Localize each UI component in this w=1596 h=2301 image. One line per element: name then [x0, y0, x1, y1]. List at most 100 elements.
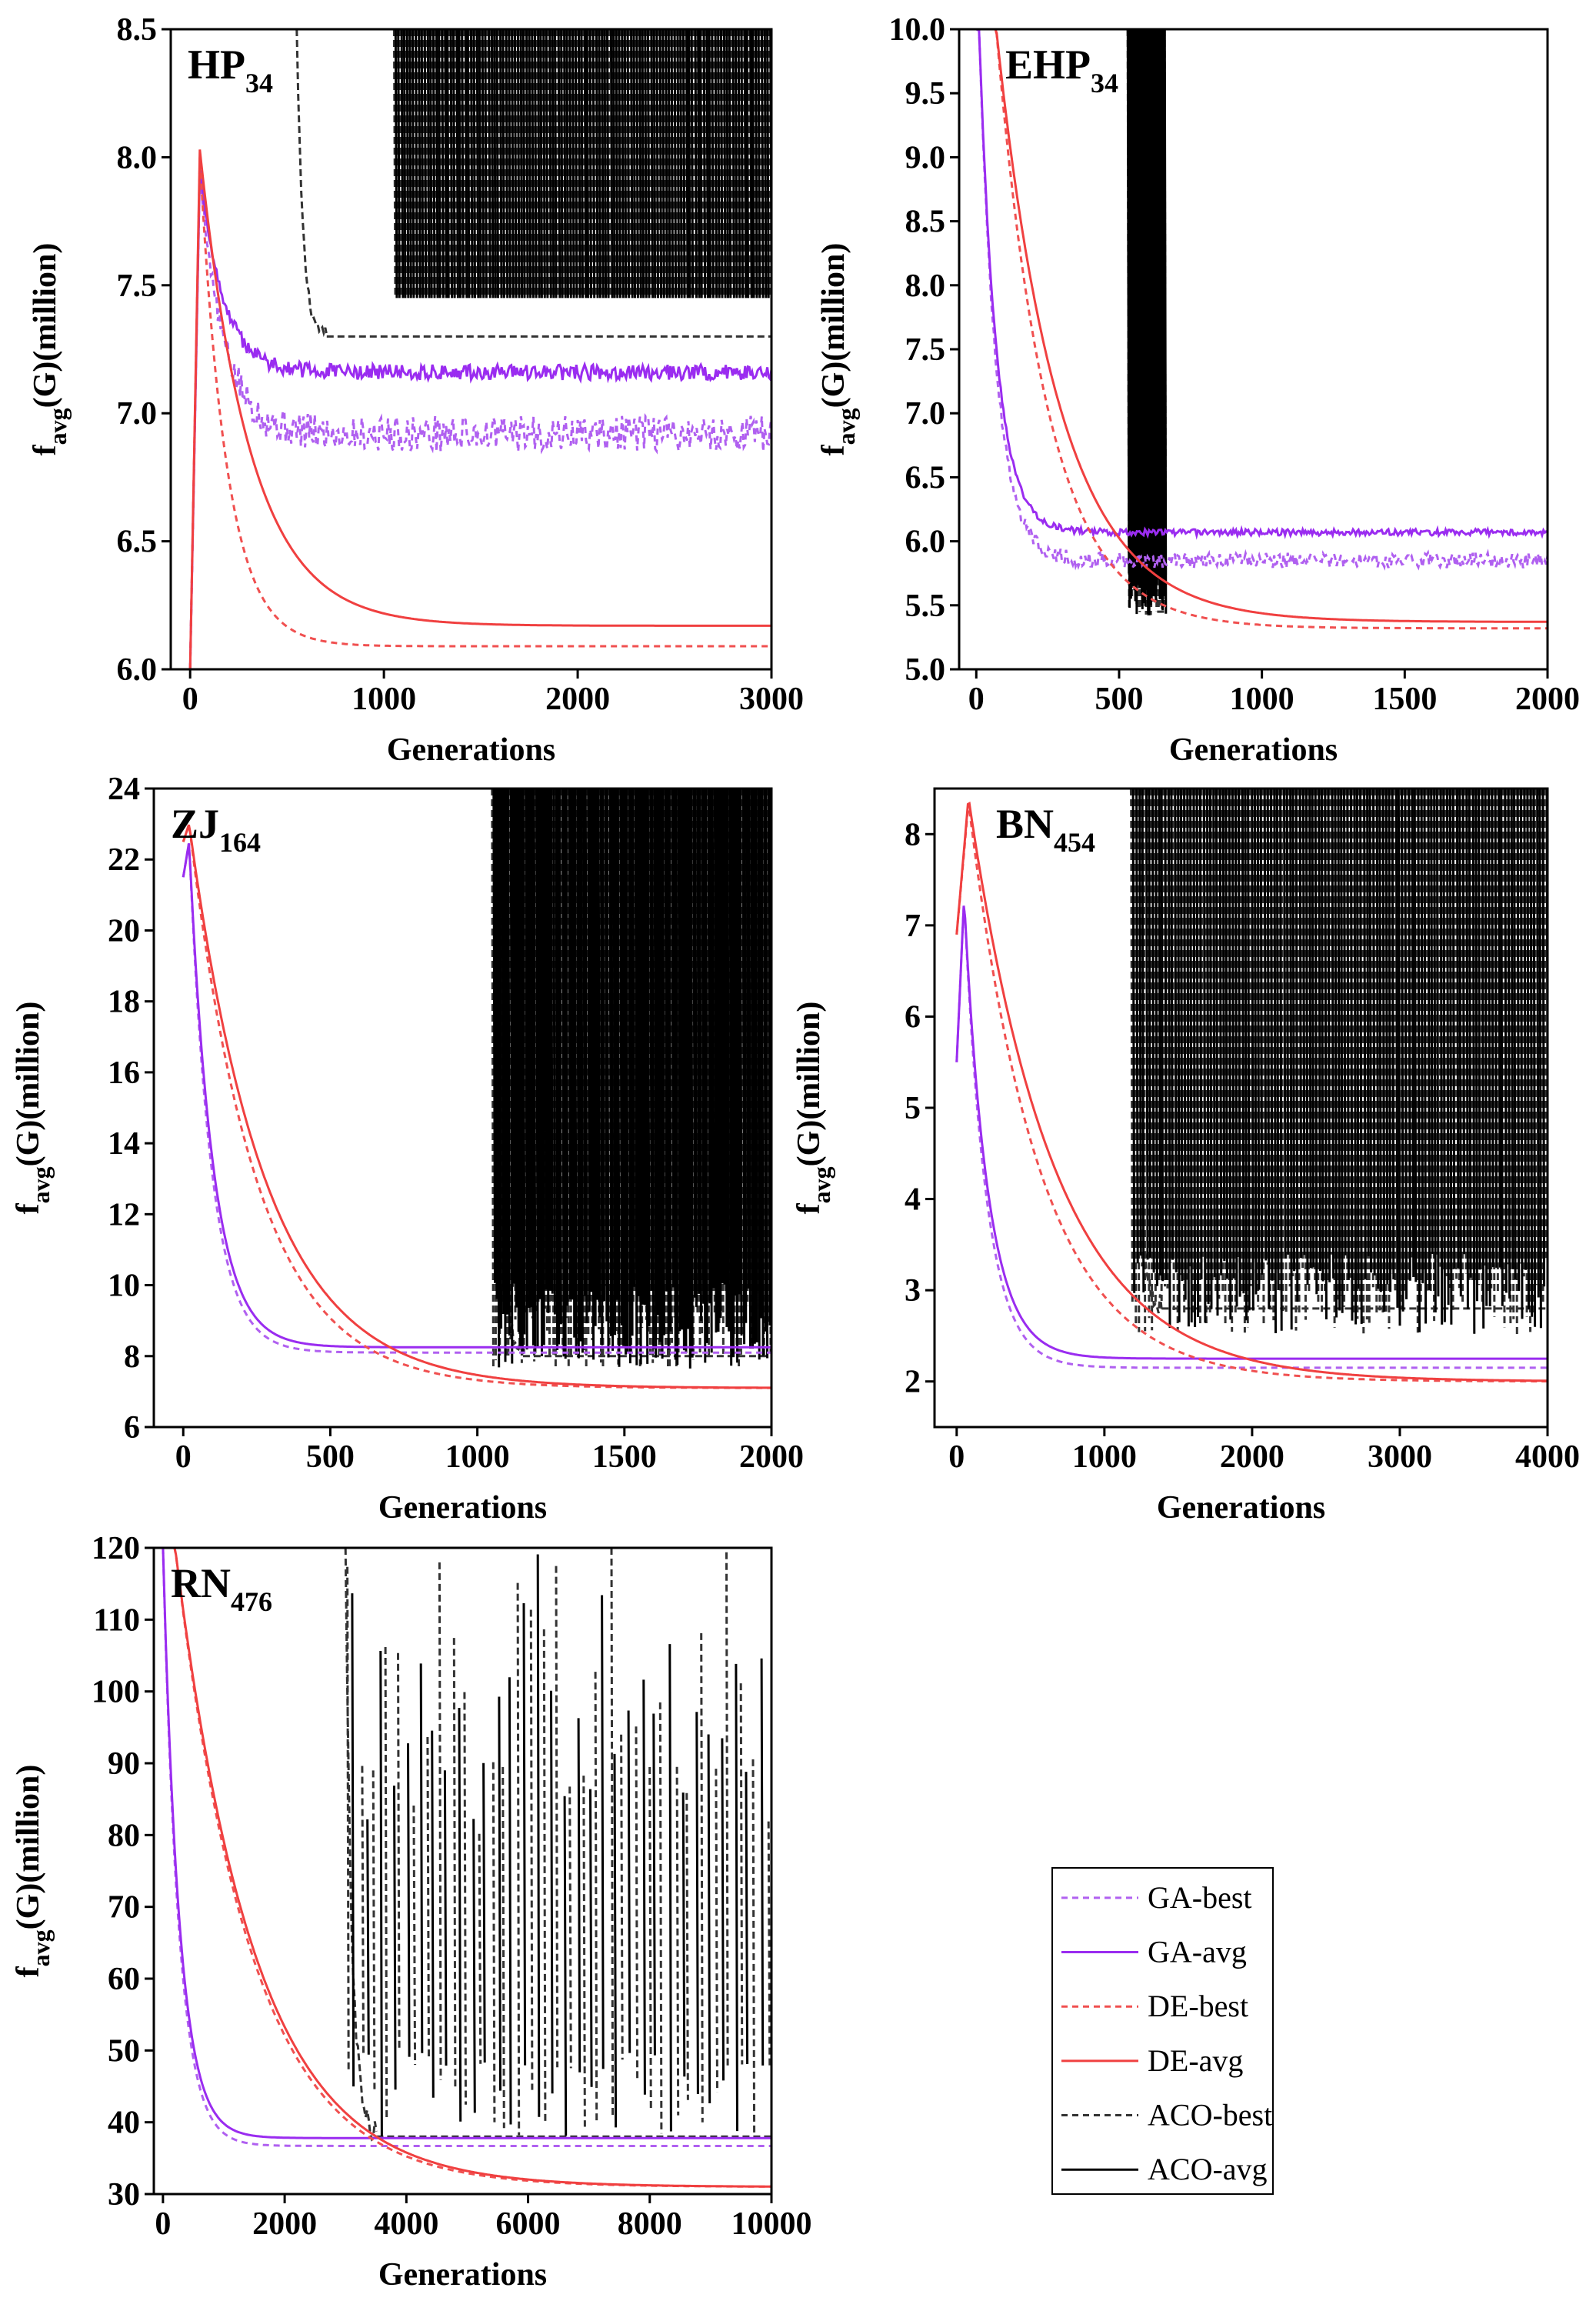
y-tick-label: 6.5 [117, 525, 158, 560]
y-tick-label: 7.5 [905, 332, 946, 368]
y-tick-label: 22 [108, 842, 140, 878]
series-aco-avg [351, 1554, 765, 2136]
x-axis-title: Generations [378, 1490, 547, 1526]
y-tick-label: 120 [92, 1531, 140, 1566]
series-ga-best [975, 29, 1548, 572]
y-tick-label: 6.0 [905, 525, 946, 560]
legend-label: ACO-avg [1148, 2152, 1268, 2186]
panel-hp34: 0 1000 2000 3000 6.0 6.5 7.0 7.5 8.0 8.5 Generatio… [28, 12, 804, 768]
series-de-best [976, 29, 1548, 630]
y-tick-label: 8.0 [905, 268, 946, 304]
series-ga-avg [188, 169, 771, 669]
x-tick-label: 2000 [252, 2206, 317, 2242]
plot-area [182, 789, 771, 1389]
legend-label: DE-avg [1148, 2043, 1243, 2078]
series-aco-best [1129, 789, 1548, 1335]
series-aco-avg [1126, 29, 1168, 615]
y-tick-label: 18 [108, 985, 140, 1020]
panel-bn454: 0 1000 2000 3000 4000 2 3 4 5 6 7 8 Generations favg(… [791, 787, 1580, 1526]
series-ga-avg [182, 843, 771, 1349]
y-axis-title: favg(G)(million) [816, 243, 860, 456]
panel-ehp34: 0 500 1000 1500 2000 5.0 5.5 6.0 6.5 7.0 7.5 8.0 8.5… [816, 12, 1580, 768]
x-axis-title: Generations [1169, 732, 1338, 768]
y-tick-label: 5.0 [905, 652, 946, 688]
panel-label: RN476 [171, 1560, 272, 1617]
series-aco-best [344, 1548, 771, 2142]
y-tick-label: 5.5 [905, 589, 946, 624]
y-tick-label: 9.0 [905, 140, 946, 175]
y-tick-label: 8.0 [117, 140, 158, 175]
y-tick-label: 110 [93, 1602, 140, 1638]
y-tick-label: 2 [905, 1365, 921, 1400]
x-tick-label: 4000 [1515, 1439, 1580, 1475]
x-tick-label: 0 [182, 682, 198, 717]
axes-frame [152, 1546, 773, 2196]
series-ga-avg [955, 905, 1548, 1360]
series-aco-avg [394, 29, 771, 298]
legend-label: DE-best [1148, 1989, 1248, 2023]
y-tick-label: 6.0 [117, 652, 158, 688]
plot-area [955, 789, 1548, 1382]
x-tick-label: 500 [1095, 682, 1143, 717]
x-tick-label: 6000 [496, 2206, 561, 2242]
y-tick-label: 70 [108, 1890, 140, 1926]
x-tick-label: 1000 [1230, 682, 1294, 717]
panel-label: HP34 [188, 42, 273, 98]
y-tick-label: 5 [905, 1091, 921, 1126]
series-de-avg [182, 824, 771, 1389]
legend-frame [1051, 1867, 1274, 2195]
y-tick-label: 100 [92, 1675, 140, 1710]
y-tick-label: 10 [108, 1269, 140, 1304]
x-tick-label: 0 [968, 682, 985, 717]
x-tick-label: 2000 [1515, 682, 1580, 717]
x-tick-label: 500 [306, 1439, 355, 1475]
panel-label: ZJ164 [171, 801, 261, 858]
y-tick-label: 6.5 [905, 460, 946, 495]
series-de-avg [188, 149, 771, 669]
plot-area [162, 1548, 771, 2188]
y-tick-label: 8 [124, 1339, 140, 1375]
series-ga-avg [976, 29, 1548, 540]
x-tick-label: 8000 [618, 2206, 682, 2242]
y-tick-label: 16 [108, 1055, 140, 1091]
y-tick-label: 8.5 [117, 12, 158, 48]
y-tick-label: 8.5 [905, 205, 946, 240]
y-tick-label: 30 [108, 2177, 140, 2213]
y-tick-label: 7.0 [117, 396, 158, 432]
x-tick-label: 0 [948, 1439, 965, 1475]
series-ga-best [162, 1548, 771, 2147]
series-de-avg [955, 801, 1548, 1382]
x-tick-label: 1000 [445, 1439, 510, 1475]
y-axis-title: favg(G)(million) [791, 1002, 835, 1215]
x-axis-title: Generations [387, 732, 555, 768]
y-tick-label: 8 [905, 817, 921, 852]
y-tick-label: 9.5 [905, 76, 946, 112]
series-aco-avg [492, 789, 771, 1369]
series-de-best [955, 806, 1548, 1382]
x-tick-label: 10000 [731, 2206, 812, 2242]
y-tick-label: 7.0 [905, 396, 946, 432]
x-axis-title: Generations [378, 2257, 547, 2293]
y-tick-label: 24 [108, 772, 140, 807]
axes-frame [152, 787, 773, 1429]
y-axis-title: favg(G)(million) [11, 1002, 55, 1215]
y-tick-label: 7 [905, 909, 921, 944]
x-tick-label: 3000 [739, 682, 804, 717]
legend-label: ACO-best [1148, 2098, 1272, 2133]
x-tick-label: 1500 [592, 1439, 657, 1475]
legend-label: GA-best [1148, 1880, 1252, 1915]
x-tick-label: 0 [155, 2206, 171, 2242]
series-de-avg [976, 29, 1548, 623]
legend-label: GA-avg [1148, 1935, 1247, 1969]
panel-rn476: 0 2000 4000 6000 8000 10000 30 40 50 60 70 80 90 100 1… [11, 1531, 812, 2293]
y-tick-label: 14 [108, 1126, 140, 1162]
y-tick-label: 80 [108, 1818, 140, 1853]
series-aco-avg [1131, 789, 1548, 1334]
series-ga-best [955, 905, 1548, 1369]
series-de-avg [162, 1548, 771, 2188]
panel-label: EHP34 [1005, 42, 1118, 98]
x-tick-label: 1000 [1072, 1439, 1137, 1475]
y-axis-title: favg(G)(million) [11, 1765, 55, 1978]
y-tick-label: 7.5 [117, 268, 158, 304]
